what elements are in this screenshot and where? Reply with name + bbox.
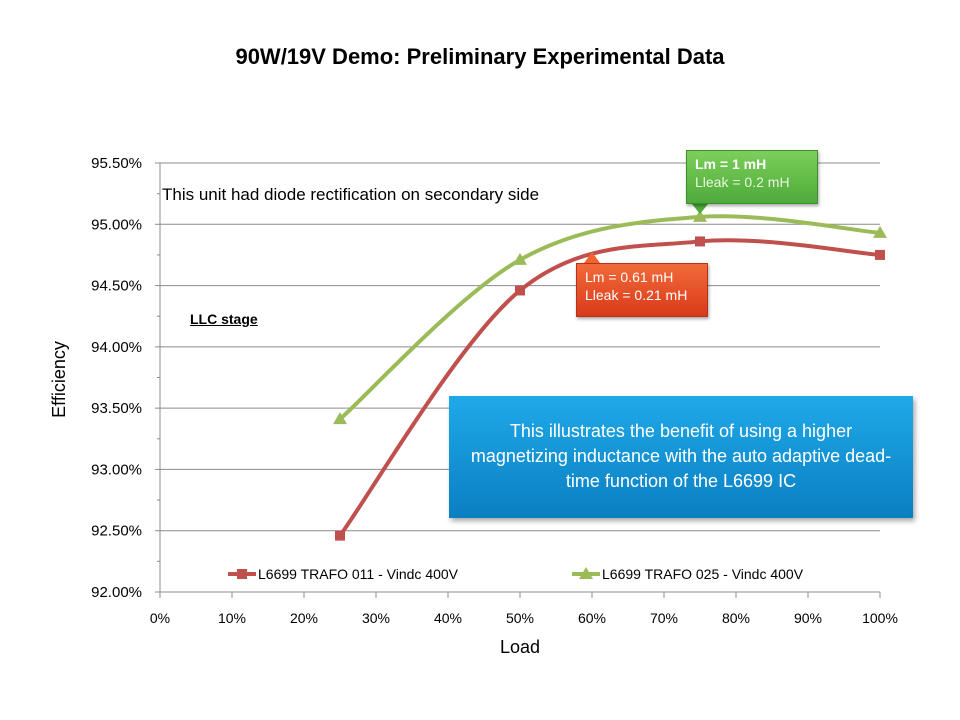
- data-point-series-2: [873, 225, 887, 238]
- x-tick-label: 80%: [722, 610, 750, 626]
- y-tick-label: 93.00%: [91, 461, 142, 478]
- x-tick-label: 10%: [218, 610, 246, 626]
- rectification-note: This unit had diode rectification on sec…: [162, 185, 540, 204]
- x-tick-label: 40%: [434, 610, 462, 626]
- x-tick-label: 30%: [362, 610, 390, 626]
- y-axis-label: Efficiency: [49, 341, 69, 418]
- callout-red-line2: Lleak = 0.21 mH: [585, 287, 688, 303]
- x-tick-label: 100%: [862, 610, 898, 626]
- chart-title: 90W/19V Demo: Preliminary Experimental D…: [235, 44, 725, 69]
- data-point-series-1: [875, 249, 885, 260]
- x-tick-label: 0%: [150, 610, 170, 626]
- info-box: This illustrates the benefit of using a …: [449, 396, 913, 518]
- x-tick-label: 90%: [794, 610, 822, 626]
- y-tick-label: 95.00%: [91, 216, 142, 233]
- callout-trafo-025: Lm = 1 mH Lleak = 0.2 mH: [686, 150, 818, 204]
- data-point-series-1: [695, 236, 705, 247]
- legend: L6699 TRAFO 011 - Vindc 400V L6699 TRAFO …: [228, 566, 804, 582]
- llc-stage-label: LLC stage: [190, 311, 258, 327]
- data-point-series-2: [513, 252, 527, 265]
- x-tick-labels: 0% 10% 20% 30% 40% 50% 60% 70% 80% 90% 100%: [150, 610, 898, 626]
- x-tick-label: 60%: [578, 610, 606, 626]
- series-line-2: [338, 214, 882, 422]
- y-tick-label: 93.50%: [91, 400, 142, 417]
- y-tick-label: 95.50%: [91, 155, 142, 172]
- callout-green-pointer: [692, 204, 708, 214]
- y-tick-label: 94.00%: [91, 339, 142, 356]
- x-tick-label: 70%: [650, 610, 678, 626]
- data-point-series-2: [333, 412, 347, 425]
- y-tick-label: 94.50%: [91, 278, 142, 295]
- y-tick-label: 92.50%: [91, 523, 142, 540]
- y-tick-label: 92.00%: [91, 584, 142, 601]
- legend-marker-1: [237, 569, 247, 579]
- data-point-series-1: [335, 530, 345, 541]
- x-axis-label: Load: [500, 637, 540, 657]
- y-tick-labels: 92.00% 92.50% 93.00% 93.50% 94.00% 94.50% 95.0…: [91, 155, 142, 601]
- axes: [155, 162, 881, 598]
- callout-red-line1: Lm = 0.61 mH: [585, 269, 674, 285]
- callout-green-line1: Lm = 1 mH: [695, 156, 767, 172]
- x-tick-label: 20%: [290, 610, 318, 626]
- x-tick-label: 50%: [506, 610, 534, 626]
- callout-trafo-011: Lm = 0.61 mH Lleak = 0.21 mH: [576, 263, 708, 317]
- callout-green-line2: Lleak = 0.2 mH: [695, 174, 790, 190]
- legend-label-2: L6699 TRAFO 025 - Vindc 400V: [602, 566, 804, 582]
- callout-red-pointer: [584, 252, 600, 263]
- data-point-series-2: [693, 209, 707, 222]
- data-point-series-1: [515, 285, 525, 296]
- legend-marker-2: [579, 567, 593, 579]
- legend-label-1: L6699 TRAFO 011 - Vindc 400V: [258, 566, 459, 582]
